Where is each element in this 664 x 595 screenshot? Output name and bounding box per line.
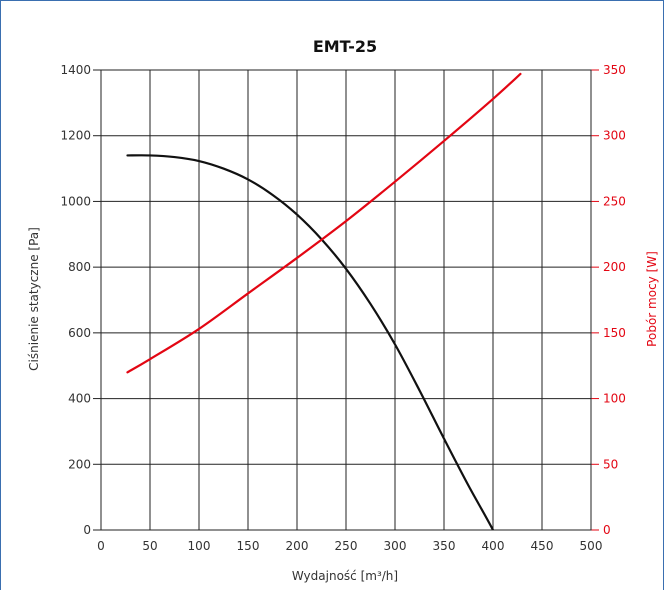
y-tick-label: 0 bbox=[83, 523, 91, 537]
x-tick-label: 300 bbox=[384, 539, 407, 553]
y-tick-label: 800 bbox=[68, 260, 91, 274]
y2-axis-label: Pobór mocy [W] bbox=[645, 251, 659, 347]
x-tick-label: 350 bbox=[433, 539, 456, 553]
x-tick-label: 400 bbox=[482, 539, 505, 553]
y2-tick-label: 100 bbox=[603, 392, 626, 406]
grid bbox=[93, 69, 599, 531]
x-tick-label: 150 bbox=[237, 539, 260, 553]
plot-border bbox=[100, 69, 592, 531]
y2-tick-label: 250 bbox=[603, 194, 626, 208]
y-axis-label: Ciśnienie statyczne [Pa] bbox=[27, 227, 41, 371]
y2-tick-label: 150 bbox=[603, 326, 626, 340]
x-tick-label: 200 bbox=[286, 539, 309, 553]
y2-tick-label: 350 bbox=[603, 63, 626, 77]
series-group bbox=[126, 72, 522, 530]
x-tick-label: 500 bbox=[580, 539, 603, 553]
y2-tick-label: 300 bbox=[603, 129, 626, 143]
x-tick-label: 100 bbox=[188, 539, 211, 553]
y2-tick-label: 0 bbox=[603, 523, 611, 537]
y-tick-label: 1200 bbox=[60, 129, 91, 143]
y-tick-label: 1400 bbox=[60, 63, 91, 77]
y2-tick-label: 50 bbox=[603, 457, 618, 471]
x-tick-label: 50 bbox=[142, 539, 157, 553]
y-tick-label: 1000 bbox=[60, 194, 91, 208]
x-tick-label: 250 bbox=[335, 539, 358, 553]
y-tick-label: 200 bbox=[68, 457, 91, 471]
tick-labels: 0 50 100 150 200 250 300 350 400 450 5000200400600… bbox=[60, 63, 625, 553]
chart-title: EMT-25 bbox=[313, 37, 377, 56]
x-tick-label: 450 bbox=[531, 539, 554, 553]
y2-tick-label: 200 bbox=[603, 260, 626, 274]
y-tick-label: 400 bbox=[68, 392, 91, 406]
power-curve-line bbox=[126, 72, 522, 374]
y-tick-label: 600 bbox=[68, 326, 91, 340]
x-axis-label: Wydajność [m³/h] bbox=[292, 569, 398, 583]
x-tick-label: 0 bbox=[97, 539, 105, 553]
